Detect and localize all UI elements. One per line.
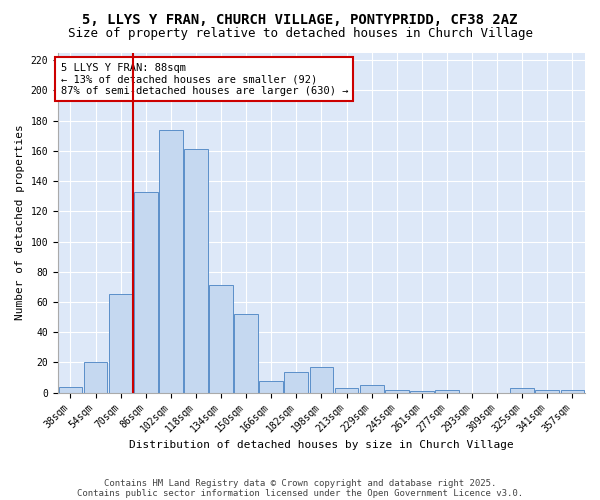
- Bar: [335, 388, 358, 392]
- Bar: [310, 367, 334, 392]
- Bar: [259, 380, 283, 392]
- Text: Contains HM Land Registry data © Crown copyright and database right 2025.: Contains HM Land Registry data © Crown c…: [104, 478, 496, 488]
- Y-axis label: Number of detached properties: Number of detached properties: [15, 124, 25, 320]
- Bar: [535, 390, 559, 392]
- Bar: [385, 390, 409, 392]
- Text: 5 LLYS Y FRAN: 88sqm
← 13% of detached houses are smaller (92)
87% of semi-detac: 5 LLYS Y FRAN: 88sqm ← 13% of detached h…: [61, 62, 348, 96]
- Bar: [234, 314, 258, 392]
- Bar: [134, 192, 158, 392]
- Bar: [560, 390, 584, 392]
- Bar: [59, 386, 82, 392]
- Text: Size of property relative to detached houses in Church Village: Size of property relative to detached ho…: [67, 28, 533, 40]
- Bar: [184, 150, 208, 392]
- Text: Contains public sector information licensed under the Open Government Licence v3: Contains public sector information licen…: [77, 488, 523, 498]
- Bar: [159, 130, 183, 392]
- Bar: [284, 372, 308, 392]
- Bar: [511, 388, 534, 392]
- Bar: [360, 385, 383, 392]
- Bar: [109, 294, 133, 392]
- Text: 5, LLYS Y FRAN, CHURCH VILLAGE, PONTYPRIDD, CF38 2AZ: 5, LLYS Y FRAN, CHURCH VILLAGE, PONTYPRI…: [82, 12, 518, 26]
- Bar: [83, 362, 107, 392]
- X-axis label: Distribution of detached houses by size in Church Village: Distribution of detached houses by size …: [129, 440, 514, 450]
- Bar: [209, 286, 233, 393]
- Bar: [410, 391, 434, 392]
- Bar: [435, 390, 459, 392]
